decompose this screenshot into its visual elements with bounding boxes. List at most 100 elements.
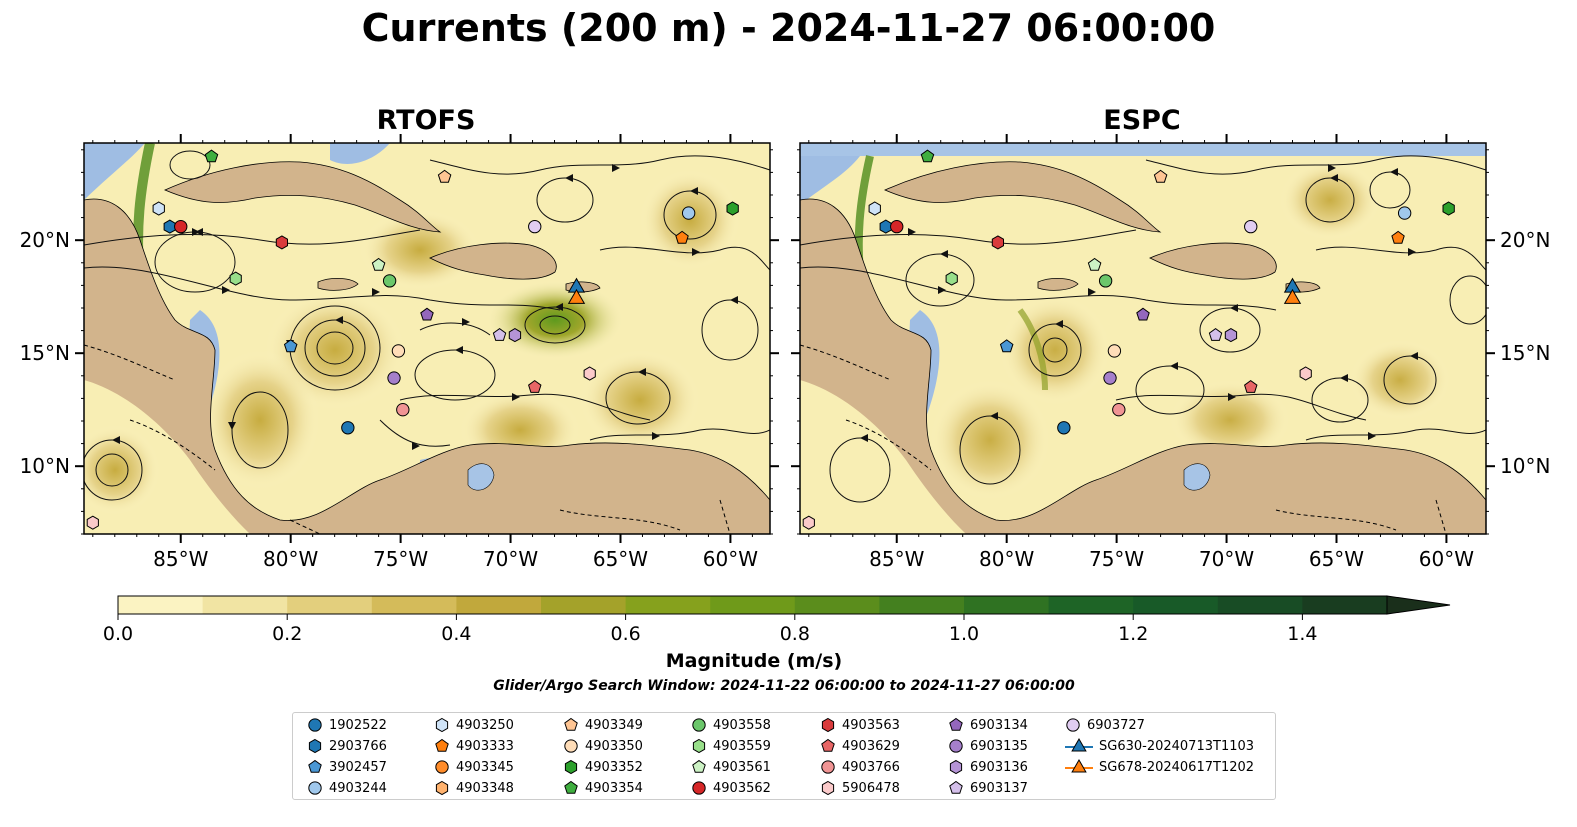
lon-tick-label: 60°W bbox=[1419, 547, 1474, 571]
map-frame-rtofs bbox=[83, 142, 771, 535]
land-continent bbox=[800, 198, 1486, 534]
legend: 1902522 2903766 3902457 4903244 4903250 49033… bbox=[292, 712, 1276, 800]
legend-marker-triangle-icon bbox=[1065, 758, 1093, 773]
map-frame-espc bbox=[799, 142, 1487, 535]
float-marker-4903563 bbox=[275, 235, 288, 250]
lon-tick-label: 70°W bbox=[483, 547, 538, 571]
legend-marker bbox=[949, 717, 963, 731]
legend-label: 6903137 bbox=[970, 780, 1028, 796]
legend-item: 4903349 bbox=[563, 715, 643, 735]
float-marker-4903352 bbox=[1442, 201, 1455, 216]
legend-item: 4903558 bbox=[691, 715, 771, 735]
colorbar-bin bbox=[287, 596, 373, 614]
legend-marker-hexagon-icon bbox=[435, 780, 449, 796]
legend-label: 4903352 bbox=[585, 759, 643, 775]
legend-marker-hexagon-icon bbox=[308, 738, 322, 754]
legend-marker bbox=[308, 718, 322, 732]
float-marker-6903134 bbox=[1136, 307, 1150, 321]
legend-item: 6903727 bbox=[1065, 715, 1145, 735]
float-marker-4903561 bbox=[1087, 257, 1102, 271]
colorbar-bin bbox=[371, 596, 457, 614]
lon-tick-label: 85°W bbox=[153, 547, 208, 571]
colorbar-bin bbox=[118, 596, 204, 614]
legend-item: 5906478 bbox=[820, 778, 900, 798]
legend-item: 4903345 bbox=[434, 757, 514, 777]
legend-marker-pentagon-icon bbox=[949, 717, 963, 731]
legend-marker-pentagon-icon bbox=[308, 759, 322, 773]
float-marker-4903250 bbox=[152, 201, 165, 216]
figure-title: Currents (200 m) - 2024-11-27 06:00:00 bbox=[361, 6, 1216, 50]
legend-label: 4903354 bbox=[585, 780, 643, 796]
float-marker-6903137 bbox=[492, 327, 507, 341]
float-marker-4903562 bbox=[890, 219, 904, 234]
legend-label: 6903727 bbox=[1087, 717, 1145, 733]
legend-marker bbox=[821, 760, 835, 774]
legend-marker bbox=[949, 780, 963, 794]
legend-label: 1902522 bbox=[329, 717, 387, 733]
float-marker-6903135 bbox=[1103, 371, 1117, 385]
legend-marker-circle-icon bbox=[949, 739, 963, 753]
float-marker-3902457 bbox=[999, 339, 1014, 353]
legend-item: 4903348 bbox=[434, 778, 514, 798]
float-marker-4903354 bbox=[920, 149, 935, 163]
float-marker-4903629 bbox=[528, 379, 542, 393]
colorbar-bin bbox=[1302, 596, 1388, 614]
legend-item: 4903629 bbox=[820, 736, 900, 756]
colorbar-tick-label: 1.2 bbox=[1118, 623, 1148, 645]
lon-tick-label: 60°W bbox=[703, 547, 758, 571]
legend-item: 4903244 bbox=[307, 778, 387, 798]
legend-marker bbox=[692, 759, 706, 773]
legend-item: 4903354 bbox=[563, 778, 643, 798]
legend-marker bbox=[435, 780, 449, 796]
legend-marker bbox=[692, 718, 706, 732]
legend-label: 4903250 bbox=[456, 717, 514, 733]
colorbar-label: Magnitude (m/s) bbox=[665, 650, 843, 672]
lon-tick-label: 70°W bbox=[1199, 547, 1254, 571]
colorbar-tick-label: 0.8 bbox=[780, 623, 810, 645]
float-marker-4903766 bbox=[1112, 403, 1126, 417]
float-marker-4903352 bbox=[726, 201, 739, 216]
legend-label: 3902457 bbox=[329, 759, 387, 775]
colorbar-tick-label: 0.2 bbox=[272, 623, 302, 645]
legend-item: 2903766 bbox=[307, 736, 387, 756]
legend-label: 2903766 bbox=[329, 738, 387, 754]
lon-tick-label: 65°W bbox=[1309, 547, 1364, 571]
float-marker-4903244 bbox=[681, 206, 696, 220]
colorbar-bin bbox=[456, 596, 542, 614]
float-marker-4903766 bbox=[396, 403, 410, 417]
legend-marker-hexagon-icon bbox=[564, 759, 578, 775]
legend-item: 1902522 bbox=[307, 715, 387, 735]
colorbar-bin bbox=[541, 596, 627, 614]
legend-item: SG678-20240617T1202 bbox=[1065, 757, 1254, 777]
float-marker-SG678-20240617T1202 bbox=[1283, 288, 1302, 304]
float-marker-5906478 bbox=[86, 515, 99, 530]
land-cuba bbox=[163, 161, 442, 233]
colorbar-bin bbox=[202, 596, 288, 614]
float-marker-6903727 bbox=[528, 219, 542, 234]
float-marker-6903134 bbox=[420, 307, 434, 321]
land-jamaica bbox=[1037, 278, 1079, 291]
float-marker-4903350 bbox=[391, 344, 406, 358]
land-hispaniola bbox=[429, 242, 557, 280]
float-marker-4903559 bbox=[229, 271, 242, 286]
float-marker-4903250 bbox=[868, 201, 881, 216]
legend-marker bbox=[308, 759, 322, 773]
legend-marker-pentagon-icon bbox=[564, 780, 578, 794]
legend-marker bbox=[435, 760, 449, 774]
colorbar-bin bbox=[1217, 596, 1303, 614]
float-marker-5906478 bbox=[802, 515, 815, 530]
colorbar-bin bbox=[794, 596, 880, 614]
float-marker-1902522 bbox=[341, 421, 355, 435]
legend-marker-hexagon-icon bbox=[435, 717, 449, 733]
legend-label: 4903558 bbox=[713, 717, 771, 733]
legend-label: 5906478 bbox=[842, 780, 900, 796]
legend-label: 6903134 bbox=[970, 717, 1028, 733]
legend-marker bbox=[692, 738, 706, 754]
lon-tick-label: 85°W bbox=[869, 547, 924, 571]
legend-item: 4903561 bbox=[691, 757, 771, 777]
colorbar-bin bbox=[964, 596, 1050, 614]
legend-label: 4903345 bbox=[456, 759, 514, 775]
float-marker-4903558 bbox=[382, 274, 397, 288]
